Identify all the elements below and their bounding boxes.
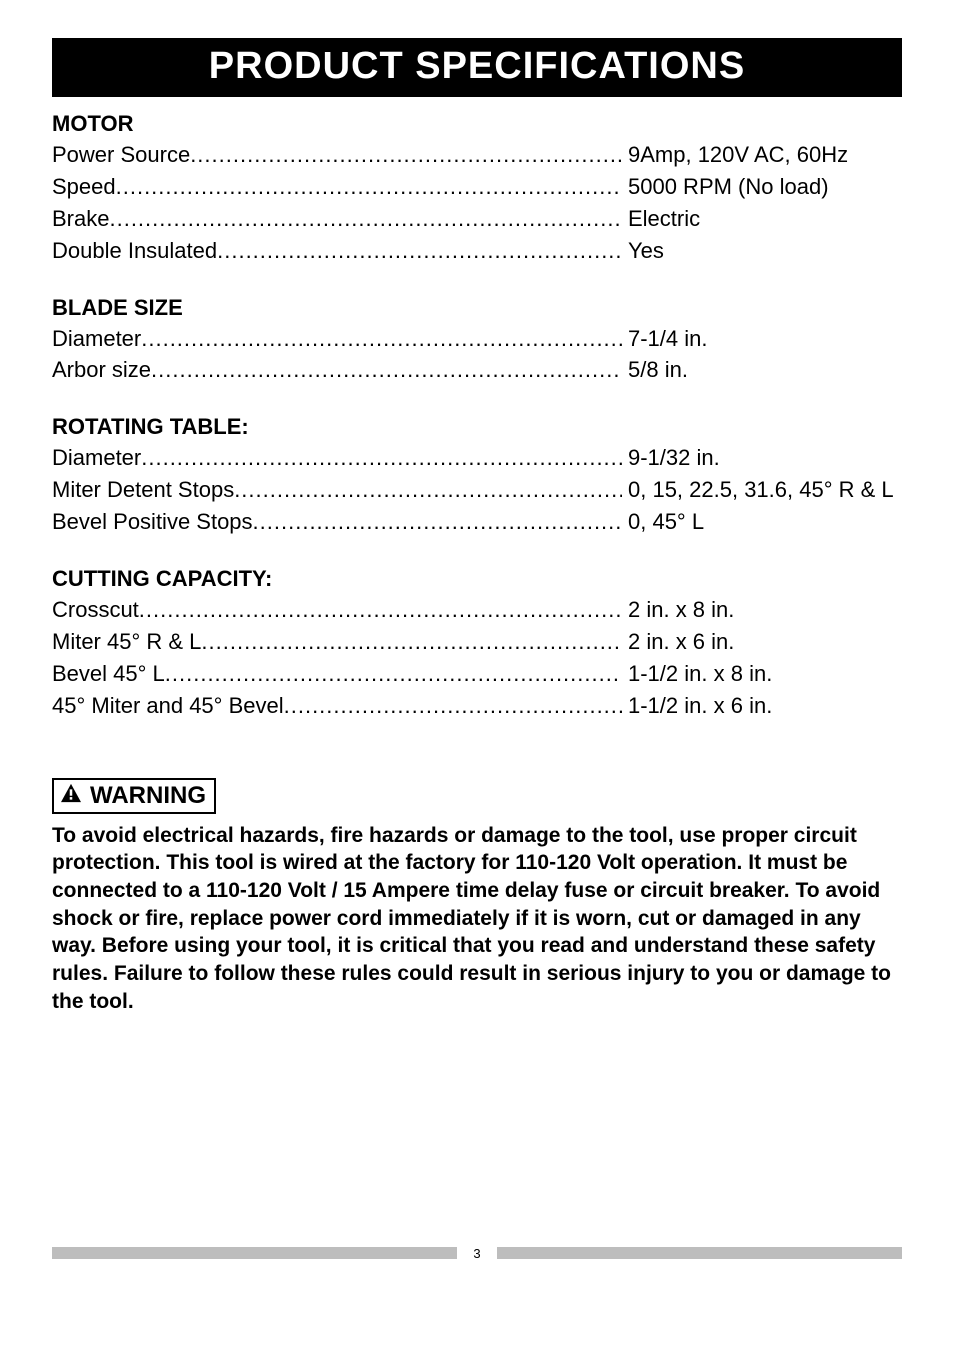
spec-row: Bevel 45° L ............................… (52, 658, 902, 690)
spec-value: 7-1/4 in. (622, 326, 708, 351)
dot-leader: ........................................… (141, 323, 622, 355)
spec-table-motor: Power Source ...........................… (52, 139, 902, 267)
spec-label: Bevel 45° L (52, 658, 165, 690)
spec-row: Miter Detent Stops .....................… (52, 474, 902, 506)
dot-leader: ........................................… (201, 626, 622, 658)
spec-value: 1-1/2 in. x 6 in. (622, 693, 772, 718)
section-heading-cutting: CUTTING CAPACITY: (52, 566, 902, 592)
spec-label: Power Source (52, 139, 190, 171)
spec-label: Crosscut (52, 594, 139, 626)
footer-bar-left (52, 1247, 457, 1259)
spec-row: Double Insulated .......................… (52, 235, 902, 267)
spec-label: Diameter (52, 323, 141, 355)
dot-leader: ........................................… (116, 171, 622, 203)
dot-leader: ........................................… (190, 139, 622, 171)
dot-leader: ........................................… (253, 506, 622, 538)
spec-label: Arbor size (52, 354, 151, 386)
spec-value: 5000 RPM (No load) (622, 174, 829, 199)
spec-label: Brake (52, 203, 109, 235)
spec-value: 0, 45° L (622, 509, 704, 534)
warning-block: WARNING To avoid electrical hazards, fir… (52, 778, 902, 1016)
spec-value: 9-1/32 in. (622, 445, 720, 470)
spec-label: Diameter (52, 442, 141, 474)
spec-label: Miter Detent Stops (52, 474, 234, 506)
spec-value: Yes (622, 238, 664, 263)
spec-label: Double Insulated (52, 235, 217, 267)
spec-table-rotating: Diameter ...............................… (52, 442, 902, 538)
spec-value: 2 in. x 6 in. (622, 629, 734, 654)
spec-value: 0, 15, 22.5, 31.6, 45° R & L (622, 477, 894, 502)
spec-row: Diameter ...............................… (52, 323, 902, 355)
warning-label: WARNING (52, 778, 216, 814)
spec-label: Miter 45° R & L (52, 626, 201, 658)
spec-row: Bevel Positive Stops ...................… (52, 506, 902, 538)
spec-row: Power Source ...........................… (52, 139, 902, 171)
footer-bar-right (497, 1247, 902, 1259)
section-heading-rotating: ROTATING TABLE: (52, 414, 902, 440)
dot-leader: ........................................… (109, 203, 622, 235)
spec-value: 1-1/2 in. x 8 in. (622, 661, 772, 686)
spec-table-cutting: Crosscut ...............................… (52, 594, 902, 722)
dot-leader: ........................................… (234, 474, 622, 506)
spec-label: Bevel Positive Stops (52, 506, 253, 538)
dot-leader: ........................................… (139, 594, 622, 626)
page-number: 3 (469, 1246, 484, 1261)
spec-row: Brake ..................................… (52, 203, 902, 235)
spec-table-blade: Diameter ...............................… (52, 323, 902, 387)
spec-row: Crosscut ...............................… (52, 594, 902, 626)
spec-value: Electric (622, 206, 700, 231)
spec-value: 9Amp, 120V AC, 60Hz (622, 142, 848, 167)
dot-leader: ........................................… (141, 442, 622, 474)
dot-leader: ........................................… (165, 658, 622, 690)
page-title: PRODUCT SPECIFICATIONS (52, 38, 902, 97)
warning-label-text: WARNING (90, 782, 206, 810)
page-footer: 3 (52, 1246, 902, 1261)
dot-leader: ........................................… (284, 690, 622, 722)
dot-leader: ........................................… (151, 354, 622, 386)
spec-row: Diameter ...............................… (52, 442, 902, 474)
section-heading-motor: MOTOR (52, 111, 902, 137)
dot-leader: ........................................… (217, 235, 622, 267)
spec-row: Miter 45° R & L ........................… (52, 626, 902, 658)
warning-body: To avoid electrical hazards, fire hazard… (52, 822, 902, 1016)
spec-row: Speed ..................................… (52, 171, 902, 203)
spec-row: 45° Miter and 45° Bevel ................… (52, 690, 902, 722)
spec-label: Speed (52, 171, 116, 203)
spec-value: 5/8 in. (622, 357, 688, 382)
spec-label: 45° Miter and 45° Bevel (52, 690, 284, 722)
warning-triangle-icon (60, 782, 82, 810)
spec-row: Arbor size .............................… (52, 354, 902, 386)
section-heading-blade: BLADE SIZE (52, 295, 902, 321)
spec-value: 2 in. x 8 in. (622, 597, 734, 622)
